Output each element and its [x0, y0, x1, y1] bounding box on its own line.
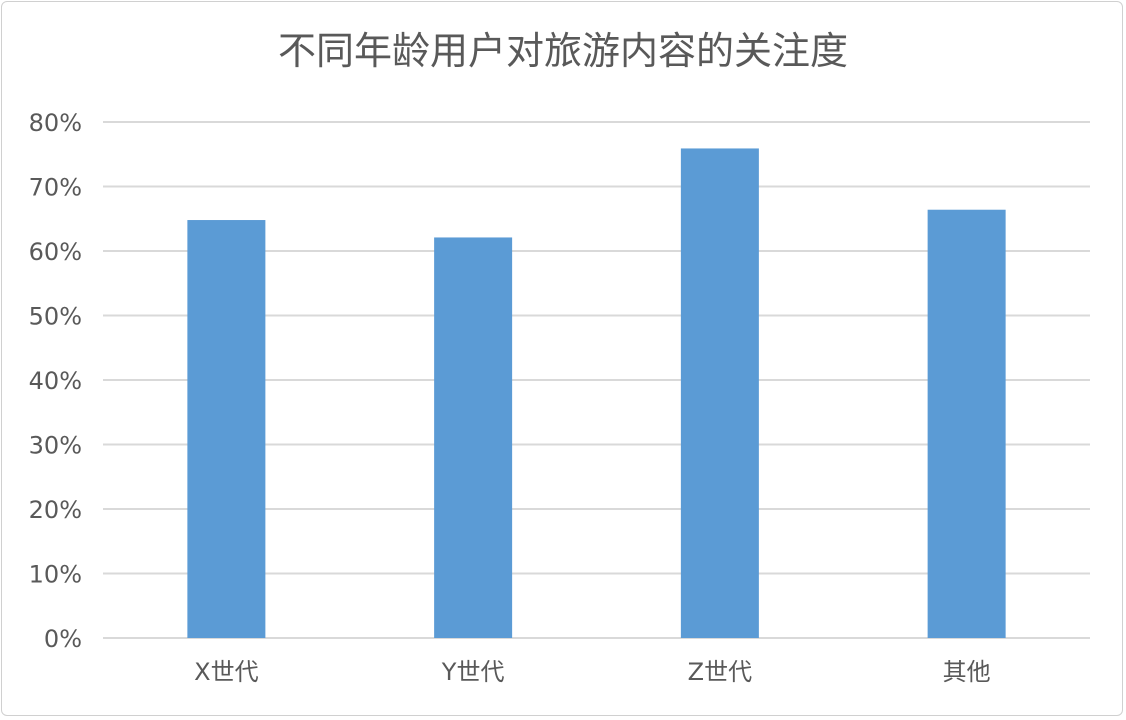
x-tick-label: X世代	[194, 658, 258, 686]
y-tick-label: 0%	[44, 625, 82, 653]
y-tick-label: 20%	[29, 496, 82, 524]
y-tick-label: 50%	[29, 303, 82, 331]
x-tick-label: 其他	[943, 658, 991, 686]
y-tick-label: 60%	[29, 238, 82, 266]
bar-3	[680, 148, 759, 638]
bar-1	[187, 220, 266, 639]
y-tick-label: 10%	[29, 561, 82, 589]
bar-4	[927, 209, 1006, 638]
y-tick-label: 70%	[29, 174, 82, 202]
y-tick-label: 40%	[29, 367, 82, 395]
chart-title: 不同年龄用户对旅游内容的关注度	[278, 29, 848, 73]
y-tick-label: 30%	[29, 432, 82, 460]
bar-2	[434, 237, 513, 638]
x-tick-label: Z世代	[688, 658, 752, 686]
y-tick-label: 80%	[29, 109, 82, 137]
x-tick-label: Y世代	[441, 658, 505, 686]
